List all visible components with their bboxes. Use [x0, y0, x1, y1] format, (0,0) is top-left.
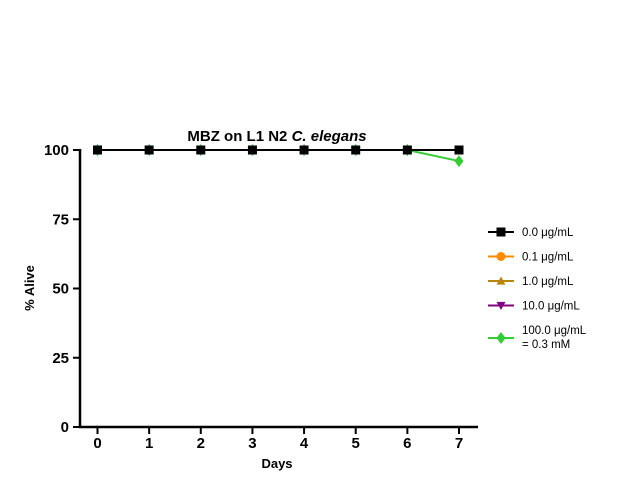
y-tick-label: 50 — [52, 281, 69, 298]
x-tick-label: 5 — [352, 435, 360, 452]
legend-item: 1.0 μg/mL — [488, 276, 574, 288]
y-tick-label: 75 — [52, 211, 69, 228]
chart-title-italic: C. elegans — [292, 128, 367, 145]
data-point — [351, 145, 361, 155]
x-tick-label: 0 — [93, 435, 101, 452]
series — [93, 145, 464, 155]
series-layer — [93, 144, 464, 168]
data-point — [93, 145, 102, 155]
x-tick-label: 4 — [300, 435, 309, 452]
y-tick-label: 100 — [44, 142, 69, 159]
legend: 0.0 μg/mL 0.1 μg/mL 1.0 μg/mL 10.0 μg/mL 100… — [488, 227, 587, 351]
x-tick-label: 2 — [197, 435, 205, 452]
x-tick-label: 6 — [403, 435, 411, 452]
legend-label: 0.1 μg/mL — [522, 252, 574, 264]
data-point — [247, 145, 257, 155]
data-point — [402, 145, 412, 155]
chart-title-main: MBZ on L1 N2 — [187, 128, 287, 145]
legend-item: 10.0 μg/mL — [488, 301, 580, 313]
legend-label-line2: = 0.3 mM — [522, 339, 570, 351]
chart-title: MBZ on L1 N2 C. elegans — [187, 128, 366, 145]
legend-marker — [496, 301, 506, 310]
data-point — [196, 145, 206, 155]
legend-label: 0.0 μg/mL — [522, 227, 574, 239]
legend-marker — [496, 252, 506, 261]
data-point — [454, 145, 464, 155]
legend-item: 0.0 μg/mL — [488, 227, 574, 239]
legend-label: 1.0 μg/mL — [522, 276, 574, 288]
y-tick-label: 0 — [61, 419, 69, 436]
legend-marker — [496, 276, 506, 285]
legend-item: 0.1 μg/mL — [488, 252, 574, 264]
x-tick-label: 1 — [145, 435, 153, 452]
data-point — [454, 155, 464, 168]
x-axis-label: Days — [261, 456, 292, 471]
legend-item: 100.0 μg/mL = 0.3 mM — [488, 325, 587, 351]
y-axis-label: % Alive — [22, 265, 37, 311]
y-tick-label: 25 — [52, 350, 69, 367]
legend-label: 100.0 μg/mL — [522, 325, 587, 337]
data-point — [299, 145, 309, 155]
data-point — [144, 145, 154, 155]
axes: 0 25 50 75 100 0 1 2 3 4 5 6 7 — [44, 142, 478, 452]
x-tick-label: 7 — [455, 435, 463, 452]
x-tick-label: 3 — [248, 435, 256, 452]
legend-label: 10.0 μg/mL — [522, 301, 580, 313]
legend-marker — [496, 332, 506, 344]
legend-marker — [496, 227, 506, 237]
